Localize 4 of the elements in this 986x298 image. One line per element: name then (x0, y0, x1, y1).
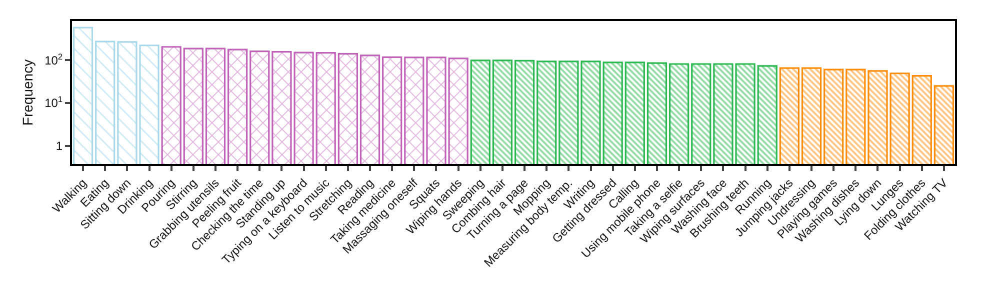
y-axis-title: Frequency (20, 59, 36, 126)
y-tick-label: 10$^{1}$ (44, 94, 63, 110)
y-tick-label: 10$^{2}$ (44, 51, 63, 68)
y-tick-label: 1 (56, 139, 63, 154)
